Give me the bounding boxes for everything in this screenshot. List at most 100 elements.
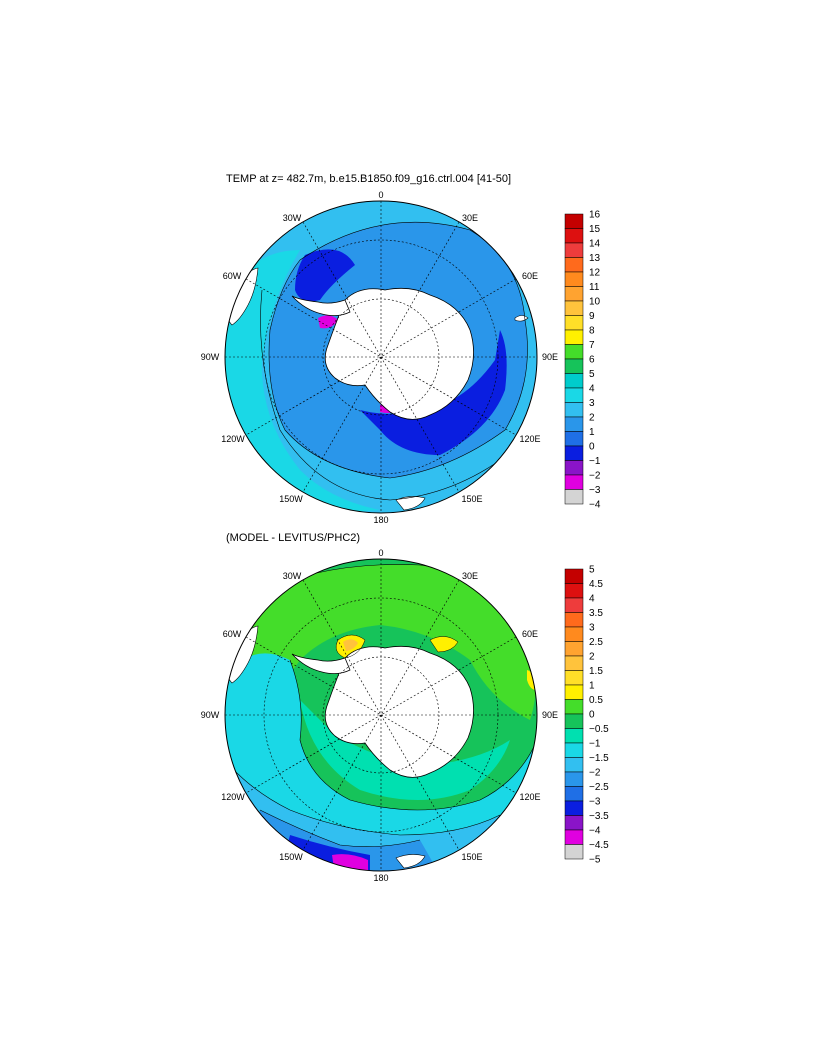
colorbar-swatch [564, 815, 584, 831]
colorbar-swatch [564, 626, 584, 642]
lon-label: 90W [201, 352, 220, 362]
contour-line [429, 636, 459, 653]
antarctic-peninsula [291, 653, 351, 674]
diff-fill-0to-0.5 [300, 700, 510, 800]
colorbar-swatch [564, 713, 584, 729]
colorbar-label: 4.5 [589, 579, 603, 590]
lon-label: 0 [378, 548, 383, 558]
colorbar-label: −3 [589, 797, 601, 808]
lon-label: 30W [283, 571, 302, 581]
antarctica [324, 287, 474, 420]
colorbar-label: 2 [589, 652, 595, 663]
colorbar-swatch [564, 300, 584, 316]
colorbar-label: −2.5 [589, 782, 609, 793]
difference-map: 0 30E 60E 90E 120E 150E 180 150W 120W 90… [201, 548, 609, 883]
contour-line [335, 634, 366, 659]
colorbar-swatch [564, 213, 584, 229]
colorbar-label: 2 [589, 413, 595, 424]
colorbar-swatch [564, 373, 584, 389]
colorbar-label: −4.5 [589, 840, 609, 851]
colorbar-label: 16 [589, 210, 601, 221]
colorbar-swatch [564, 286, 584, 302]
colorbar-swatch [564, 641, 584, 657]
diff-fill-1to1.5 [430, 636, 458, 652]
graticule [225, 201, 537, 513]
graticule [225, 559, 537, 871]
lon-label: 90E [542, 710, 558, 720]
colorbar-swatch [564, 358, 584, 374]
colorbar-swatch [564, 728, 584, 744]
colorbar-swatch [564, 829, 584, 845]
cold-band-weddell [295, 249, 355, 302]
colorbar-label: −1.5 [589, 753, 609, 764]
colorbar-swatch [564, 844, 584, 860]
colorbar-label: 0 [589, 710, 595, 721]
lon-label: 120W [221, 434, 245, 444]
colorbar-label: 2.5 [589, 637, 603, 648]
colorbar-swatch [564, 431, 584, 447]
contour-line [260, 289, 521, 501]
colorbar-label: 3 [589, 398, 595, 409]
lon-label: 0 [378, 190, 383, 200]
lon-label: 150W [279, 494, 303, 504]
colorbar-swatch [564, 387, 584, 403]
colorbar-label: 12 [589, 268, 601, 279]
cold-band-ross [360, 330, 507, 455]
antarctic-peninsula [291, 295, 351, 316]
colorbar-swatch [564, 315, 584, 331]
colorbar-swatch [564, 786, 584, 802]
contour-line [268, 221, 528, 479]
colorbar-swatch [564, 655, 584, 671]
colorbar-label: 5 [589, 565, 595, 576]
colorbar-swatch [564, 416, 584, 432]
colorbar-swatch [564, 329, 584, 345]
lon-label: 30E [462, 213, 478, 223]
colorbar-label: 1 [589, 681, 595, 692]
lon-label: 150W [279, 852, 303, 862]
colorbar-label: 14 [589, 239, 601, 250]
colorbar-swatch [564, 699, 584, 715]
lon-label: 90W [201, 710, 220, 720]
colorbar-label: 3 [589, 623, 595, 634]
colorbar-swatch [564, 460, 584, 476]
colorbar-label: −4 [589, 500, 601, 511]
colorbar-label: 6 [589, 355, 595, 366]
colorbar-label: −2 [589, 768, 601, 779]
colorbar-swatch [564, 742, 584, 758]
colorbar-swatch [564, 612, 584, 628]
map-border [224, 200, 538, 514]
lon-label: 120E [519, 434, 540, 444]
colorbar-label: −1 [589, 739, 601, 750]
colorbar-label: −0.5 [589, 724, 609, 735]
colorbar-swatch [564, 489, 584, 505]
colorbar-swatch [564, 474, 584, 490]
map-title: TEMP at z= 482.7m, b.e15.B1850.f09_g16.c… [226, 173, 512, 185]
diff-fill-0.5to1 [240, 564, 537, 720]
colorbar-swatch [564, 344, 584, 360]
colorbar-label: 11 [589, 282, 600, 293]
lon-label: 180 [373, 515, 388, 525]
colorbar-label: 5 [589, 369, 595, 380]
lon-label: 30W [283, 213, 302, 223]
diff-fill-2to2.5 [343, 639, 358, 651]
colorbar-swatch [564, 597, 584, 613]
subzero-patch-weddell [318, 315, 338, 329]
colorbar-label: −3 [589, 485, 601, 496]
lon-label: 60E [522, 629, 538, 639]
difference-map-title: (MODEL - LEVITUS/PHC2) [226, 532, 361, 544]
lon-label: 90E [542, 352, 558, 362]
colorbar-swatch [564, 800, 584, 816]
colorbar-label: 7 [589, 340, 595, 351]
colorbar-label: 4 [589, 594, 595, 605]
colorbar-label: −4 [589, 826, 601, 837]
colorbar-label: 4 [589, 384, 595, 395]
colorbar-swatch [564, 242, 584, 258]
colorbar-label: 13 [589, 253, 601, 264]
lon-label: 180 [373, 873, 388, 883]
contour-line [289, 659, 537, 811]
new-zealand [395, 496, 426, 511]
colorbar-swatch [564, 771, 584, 787]
lon-label: 150E [461, 852, 482, 862]
